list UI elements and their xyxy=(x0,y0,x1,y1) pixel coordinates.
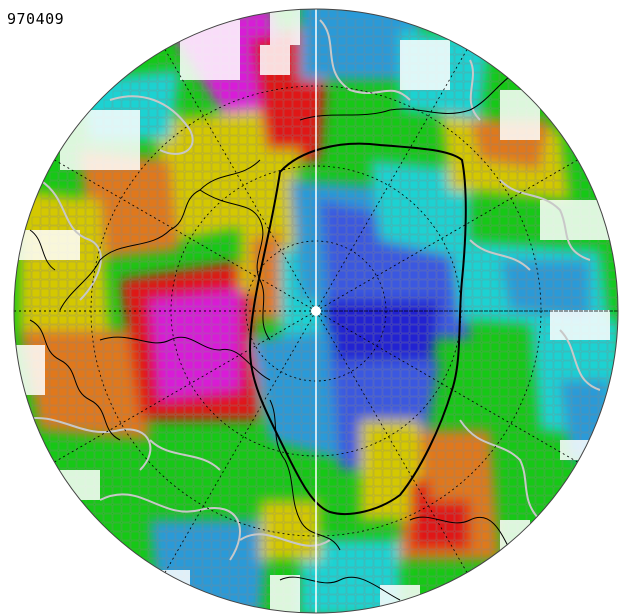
contour-line xyxy=(459,419,541,521)
contour-line xyxy=(149,439,221,471)
missing-data-patch xyxy=(270,9,300,45)
north-pole-marker xyxy=(311,306,321,316)
missing-data-patch xyxy=(14,230,80,260)
contour-line xyxy=(109,95,194,155)
field-region-orange xyxy=(430,470,470,500)
data-field xyxy=(14,9,618,613)
missing-data-patch xyxy=(260,45,290,75)
field-region-magenta xyxy=(150,290,240,400)
field-region-light_blue xyxy=(250,330,340,460)
missing-data-patch xyxy=(540,200,610,240)
contour-line xyxy=(239,533,331,547)
meridian-line xyxy=(54,310,317,463)
missing-data-patch xyxy=(60,110,140,170)
contour-line xyxy=(469,59,481,121)
meridian-line xyxy=(164,310,317,573)
meridian-line xyxy=(164,49,317,312)
missing-data-patch xyxy=(270,575,300,613)
missing-data-patch xyxy=(150,570,190,613)
missing-data-patch xyxy=(40,470,100,500)
meridian-line xyxy=(315,310,468,573)
ice-edge-contour xyxy=(248,142,467,516)
contour-line xyxy=(469,239,531,271)
contour-line xyxy=(19,417,152,471)
contour-line xyxy=(39,179,102,301)
missing-data-patch xyxy=(500,90,540,140)
missing-data-patch xyxy=(400,40,450,90)
meridian-line xyxy=(315,159,578,312)
missing-data-patch xyxy=(180,20,240,80)
coastline xyxy=(299,69,521,121)
coastline xyxy=(59,159,261,311)
map-boundary-circle xyxy=(13,8,619,614)
meridian-line xyxy=(315,49,468,312)
meridian-line xyxy=(315,310,578,463)
coastline xyxy=(409,516,511,551)
contour-line xyxy=(99,493,241,561)
coastline xyxy=(519,529,571,561)
coastline xyxy=(29,229,56,271)
field-region-light_blue xyxy=(300,9,420,80)
missing-data-patch xyxy=(550,310,610,340)
missing-data-patch xyxy=(560,440,590,460)
coastline xyxy=(29,319,121,441)
missing-data-patch xyxy=(380,585,420,613)
coastline xyxy=(199,189,271,341)
contour-line xyxy=(319,19,411,101)
map-date-label: 970409 xyxy=(7,10,65,28)
meridian-line xyxy=(54,159,317,312)
contour-line xyxy=(559,329,601,391)
coastline xyxy=(279,576,401,601)
contour-line xyxy=(499,179,591,261)
coastline xyxy=(99,336,271,381)
